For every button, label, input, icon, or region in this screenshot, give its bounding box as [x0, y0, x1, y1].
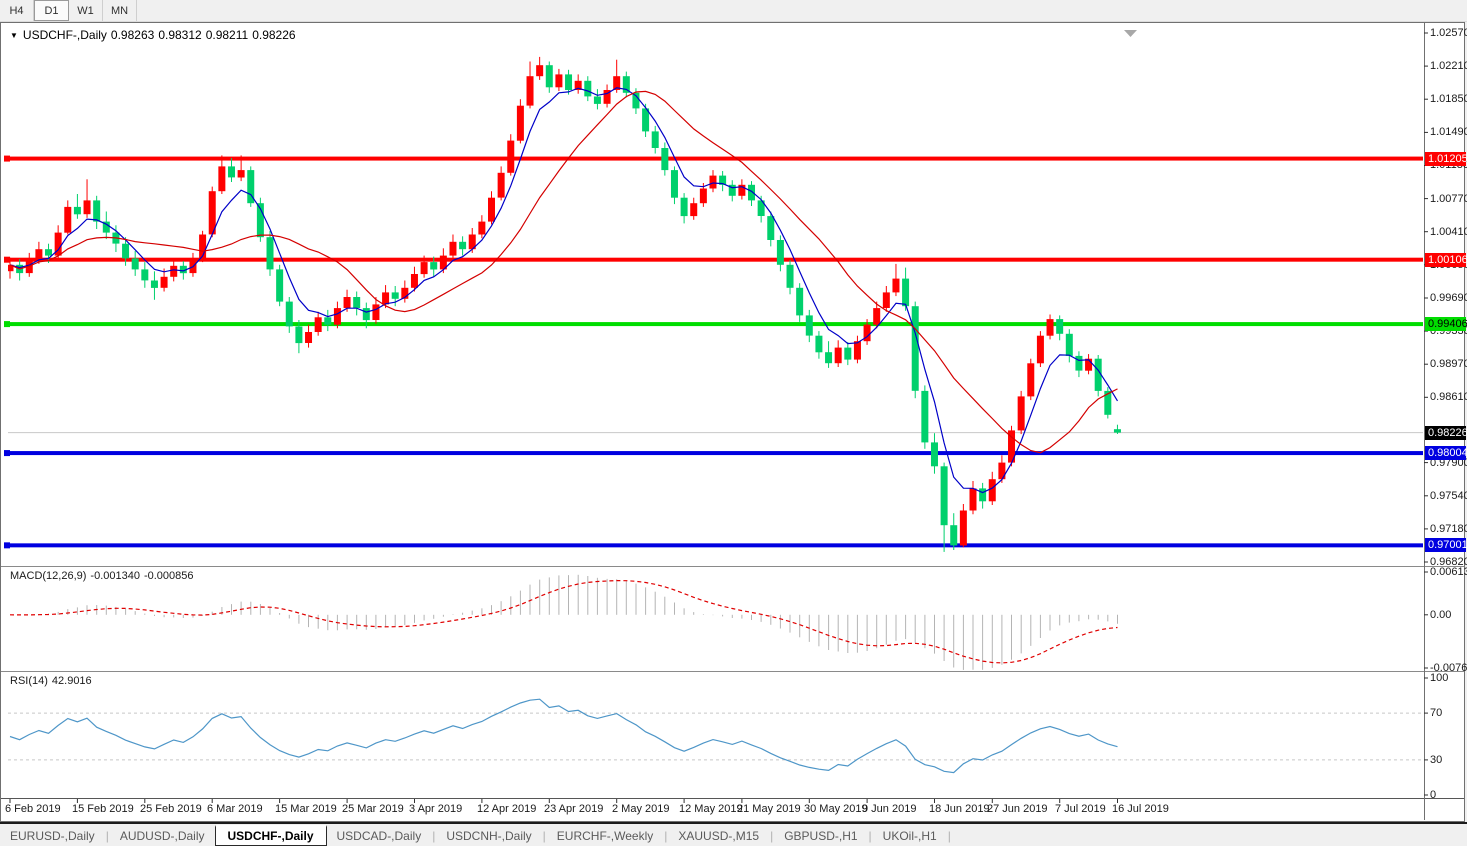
chart-title: ▼ USDCHF-,Daily 0.98263 0.98312 0.98211 0.982… — [10, 28, 300, 42]
tab-separator: | — [947, 829, 951, 843]
chart-tab-eurchf-weekly[interactable]: EURCHF-,Weekly — [556, 829, 654, 843]
tab-separator: | — [664, 829, 668, 843]
timeframe-button-w1[interactable]: W1 — [69, 0, 103, 21]
chart-window[interactable] — [0, 22, 1465, 822]
chart-tab-xauusd-m15[interactable]: XAUUSD-,M15 — [678, 829, 760, 843]
macd-signal-value: -0.000856 — [143, 570, 194, 582]
timeframe-button-mn[interactable]: MN — [103, 0, 137, 21]
chart-tab-audusd-daily[interactable]: AUDUSD-,Daily — [119, 829, 205, 843]
ohlc-high: 0.98312 — [158, 28, 202, 42]
chart-tab-usdcad-daily[interactable]: USDCAD-,Daily — [336, 829, 422, 843]
chart-tab-gbpusd-h1[interactable]: GBPUSD-,H1 — [784, 829, 858, 843]
chart-tab-usdcnh-daily[interactable]: USDCNH-,Daily — [446, 829, 532, 843]
macd-name: MACD(12,26,9) — [10, 570, 87, 582]
timeframe-toolbar: H4 D1 W1 MN — [0, 0, 1467, 22]
tab-separator: | — [542, 829, 546, 843]
tab-separator: | — [432, 829, 436, 843]
chart-tab-eurusd-daily[interactable]: EURUSD-,Daily — [10, 829, 95, 843]
tab-separator: | — [105, 829, 109, 843]
chart-tab-usdchf-daily[interactable]: USDCHF-,Daily — [214, 824, 327, 846]
rsi-indicator-label: RSI(14) 42.9016 — [10, 675, 96, 687]
macd-value: -0.001340 — [90, 570, 140, 582]
ohlc-low: 0.98211 — [205, 28, 249, 42]
rsi-name: RSI(14) — [10, 675, 48, 687]
timeframe-button-d1[interactable]: D1 — [34, 0, 69, 21]
chart-tab-ukoil-h1[interactable]: UKOil-,H1 — [882, 829, 937, 843]
timeframe-button-h4[interactable]: H4 — [0, 0, 34, 21]
macd-indicator-label: MACD(12,26,9) -0.001340 -0.000856 — [10, 570, 198, 582]
ohlc-open: 0.98263 — [110, 28, 155, 42]
tab-separator: | — [770, 829, 774, 843]
chart-tab-bar: EURUSD-,Daily | AUDUSD-,Daily USDCHF-,Daily… — [0, 822, 1467, 846]
chart-menu-arrow[interactable]: ▼ — [10, 31, 18, 40]
tab-separator: | — [868, 829, 872, 843]
chart-symbol-label: USDCHF-,Daily — [22, 28, 107, 42]
rsi-value: 42.9016 — [51, 675, 92, 687]
ohlc-close: 0.98226 — [252, 28, 296, 42]
